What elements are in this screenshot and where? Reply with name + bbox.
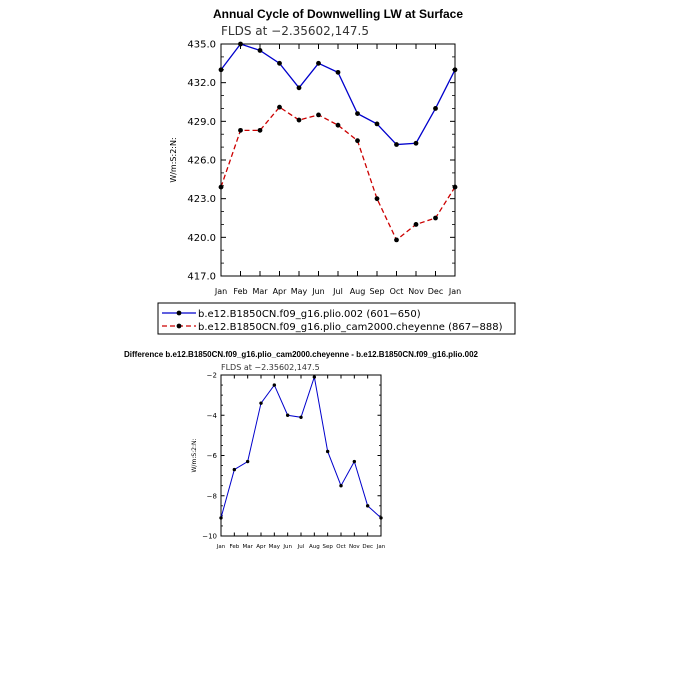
data-point [413,222,419,227]
data-point [339,483,343,488]
data-point [335,69,341,75]
legend-entry-1: b.e12.B1850CN.f09_g16.plio.002 (601−650) [198,309,421,320]
x-tick-label: Aug [309,544,320,550]
plot-frame [220,43,456,277]
y-tick-label: 417.0 [187,272,216,283]
data-point [433,106,438,111]
data-point [296,85,302,91]
x-tick-label: Nov [408,287,424,296]
x-tick-label: Jun [311,287,325,296]
x-tick-label: Jan [376,544,386,550]
x-tick-label: Feb [233,287,247,296]
x-tick-label: Mar [242,544,253,550]
legend-marker [176,323,182,329]
annual-cycle-chart: Annual Cycle of Downwelling LW at Surfac… [169,7,463,296]
data-point [218,67,224,73]
data-point [394,237,399,243]
data-point [413,140,419,146]
y-tick-label: −10 [202,533,217,541]
x-tick-label: Jul [297,544,305,550]
data-point [316,60,321,66]
x-tick-label: Jun [282,544,292,550]
x-tick-label: Oct [390,287,404,296]
series-line-1 [220,376,382,519]
data-point [296,117,302,123]
y-axis-label: W/m:S:2:N: [169,137,178,182]
series-line-1 [220,43,456,146]
x-tick-label: Sep [369,287,384,296]
data-point [245,459,250,464]
difference-chart: Difference b.e12.B1850CN.f09_g16.plio_ca… [124,350,479,550]
y-tick-label: 420.0 [187,233,216,244]
y-tick-label: −2 [207,372,217,380]
chart-subtitle: FLDS at −2.35602,147.5 [221,24,369,38]
data-point [452,184,458,190]
data-point [238,41,243,47]
legend-entry-2: b.e12.B1850CN.f09_g16.plio_cam2000.cheye… [198,322,503,333]
data-point [219,516,223,520]
x-tick-label: May [269,544,281,550]
data-point [218,184,224,190]
x-tick-label: Oct [336,544,346,550]
x-tick-label: Sep [322,544,333,550]
y-tick-label: 423.0 [187,194,216,205]
data-point [365,504,370,508]
data-point [312,375,317,379]
data-point [238,127,243,133]
data-point [257,127,263,133]
x-tick-label: Feb [229,544,239,550]
data-point [299,415,303,419]
legend-marker [176,310,182,316]
x-tick-label: May [291,287,308,296]
data-point [316,112,321,118]
data-point [325,449,330,454]
data-point [277,60,282,66]
data-point [257,48,263,53]
x-tick-label: Mar [252,287,268,296]
y-tick-label: −6 [207,452,218,460]
data-point [433,215,438,221]
y-tick-label: −4 [207,412,218,420]
x-tick-label: Jan [214,287,227,296]
y-tick-label: 435.0 [187,40,216,51]
data-point [374,196,380,202]
y-axis-label: W/m:S:2:N: [191,439,198,473]
x-tick-label: Apr [256,544,266,550]
x-tick-label: Jul [332,287,343,296]
data-point [335,122,341,128]
chart-title: Difference b.e12.B1850CN.f09_g16.plio_ca… [124,350,479,359]
data-point [394,142,399,147]
x-tick-label: Dec [428,287,443,296]
x-tick-label: Dec [362,544,373,550]
chart-subtitle: FLDS at −2.35602,147.5 [221,363,320,372]
plot-frame [220,374,382,537]
x-tick-label: Aug [350,287,366,296]
data-point [272,383,277,387]
legend: b.e12.B1850CN.f09_g16.plio.002 (601−650)… [157,302,516,335]
y-tick-label: 426.0 [187,156,216,167]
data-point [355,138,360,144]
legend-box [157,302,516,335]
x-tick-label: Jan [216,544,226,550]
data-point [379,516,383,520]
data-point [352,459,357,464]
data-point [374,121,380,127]
x-tick-label: Jan [448,287,461,296]
data-point [232,467,237,472]
chart-title: Annual Cycle of Downwelling LW at Surfac… [213,7,463,21]
x-tick-label: Apr [273,287,288,296]
y-tick-label: 429.0 [187,117,216,128]
y-tick-label: 432.0 [187,78,216,89]
x-tick-label: Nov [349,544,360,550]
data-point [285,413,290,417]
data-point [277,104,282,110]
data-point [259,401,263,405]
data-point [452,67,458,73]
y-tick-label: −8 [207,492,217,500]
data-point [355,111,360,116]
